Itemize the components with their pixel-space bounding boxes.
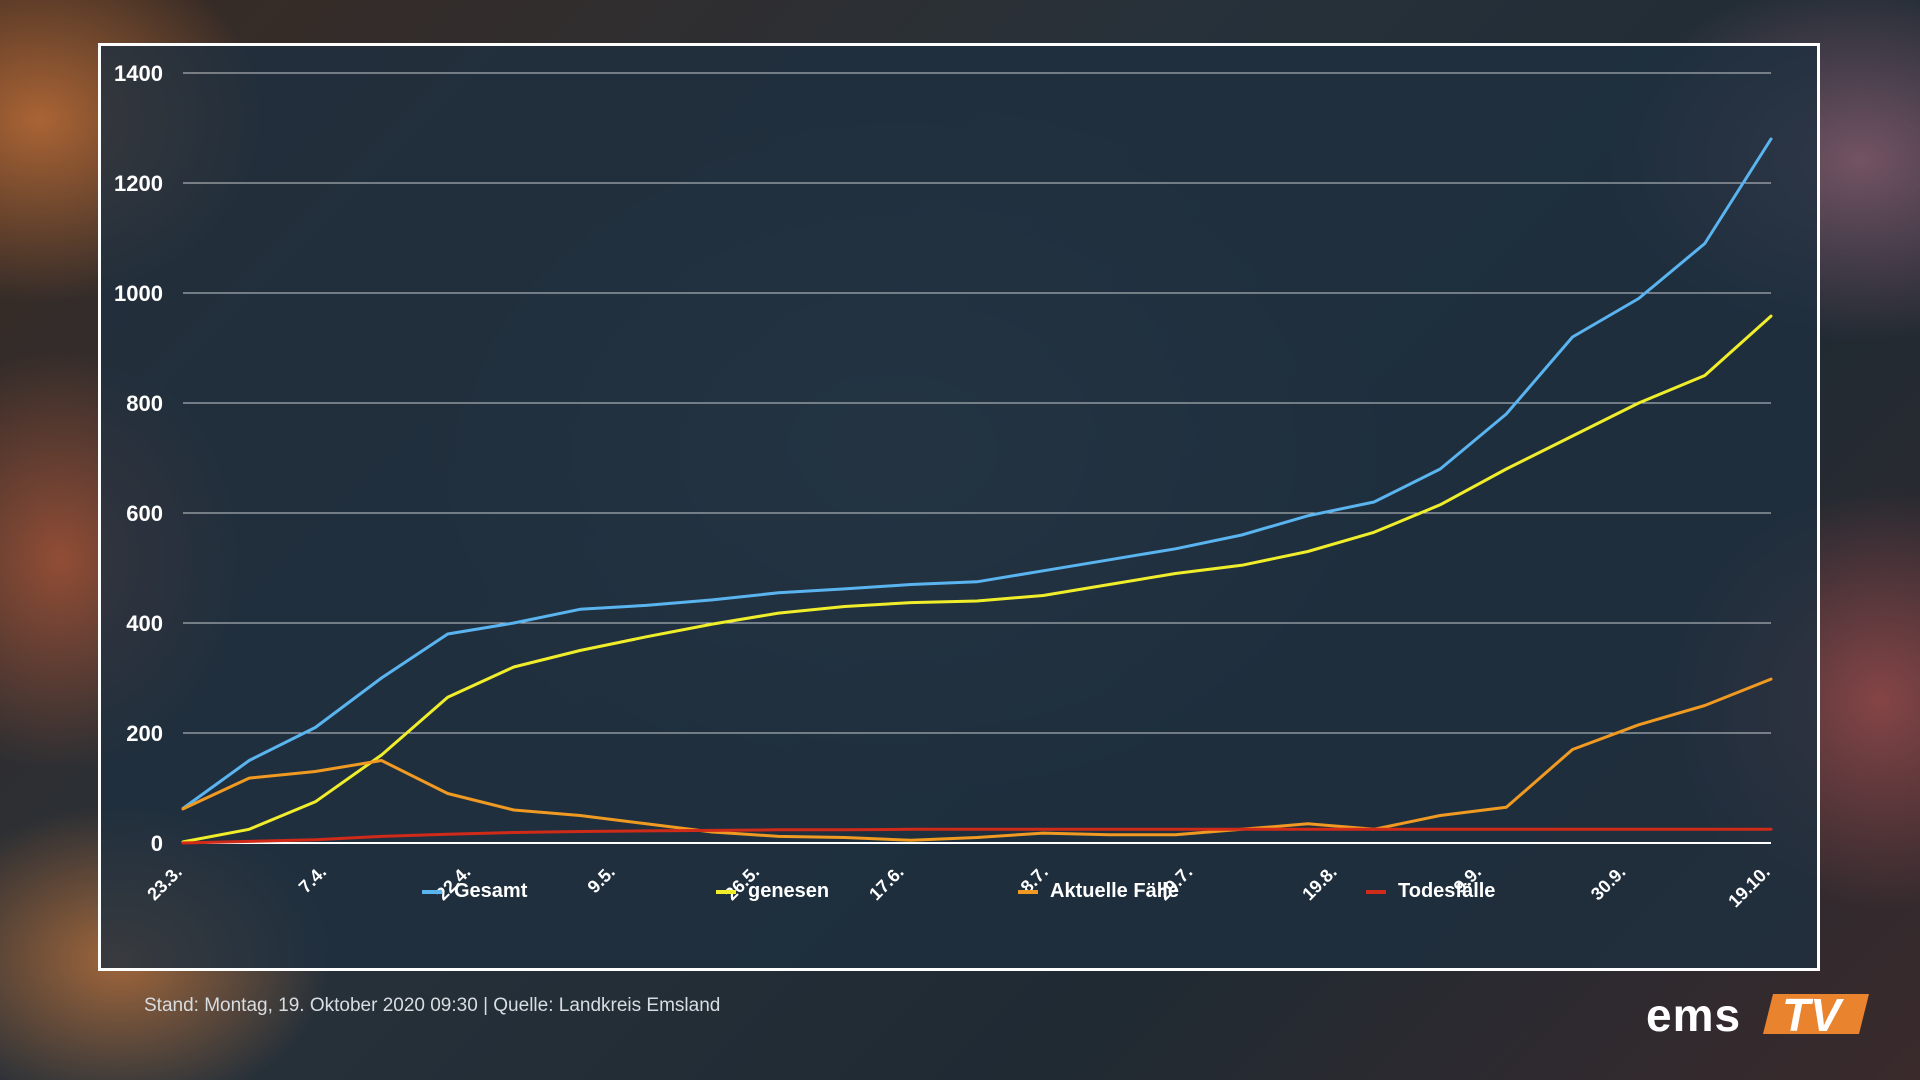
legend-label: Todesfälle <box>1398 880 1496 902</box>
logo-tv-text: TV <box>1782 989 1841 1041</box>
series-line-2 <box>181 677 1773 842</box>
legend-item-1: genesen <box>716 880 829 903</box>
source-footer: Stand: Montag, 19. Oktober 2020 09:30 | … <box>144 995 721 1016</box>
legend-label: genesen <box>748 880 830 902</box>
legend-swatch <box>422 889 442 894</box>
y-axis-ticks: 0 200 400 600 800 1000 1200 1400 <box>114 61 163 856</box>
legend-item-0: Gesamt <box>422 880 527 903</box>
emstv-logo: ems TV <box>1646 989 1869 1041</box>
chart-panel <box>98 43 1820 971</box>
y-tick-label: 1000 <box>114 281 163 306</box>
legend: Gesamt genesen Aktuelle Fälle Todesfälle <box>0 880 1920 910</box>
series-line-1 <box>181 314 1773 844</box>
legend-swatch <box>1018 889 1038 894</box>
y-tick-label: 600 <box>126 501 163 526</box>
legend-swatch <box>1366 889 1386 894</box>
y-tick-label: 1200 <box>114 171 163 196</box>
series-line-0 <box>181 137 1773 810</box>
legend-swatch <box>716 889 736 894</box>
y-tick-label: 0 <box>151 831 163 856</box>
grid-lines <box>183 72 1771 844</box>
y-tick-label: 400 <box>126 611 163 636</box>
legend-item-3: Todesfälle <box>1366 880 1495 903</box>
series-lines <box>181 137 1773 845</box>
legend-label: Aktuelle Fälle <box>1050 880 1179 902</box>
y-tick-label: 800 <box>126 391 163 416</box>
y-tick-label: 200 <box>126 721 163 746</box>
y-tick-label: 1400 <box>114 61 163 86</box>
logo-ems-text: ems <box>1646 989 1742 1041</box>
series-line-3 <box>181 827 1773 845</box>
legend-label: Gesamt <box>454 880 528 902</box>
legend-item-2: Aktuelle Fälle <box>1018 880 1179 903</box>
